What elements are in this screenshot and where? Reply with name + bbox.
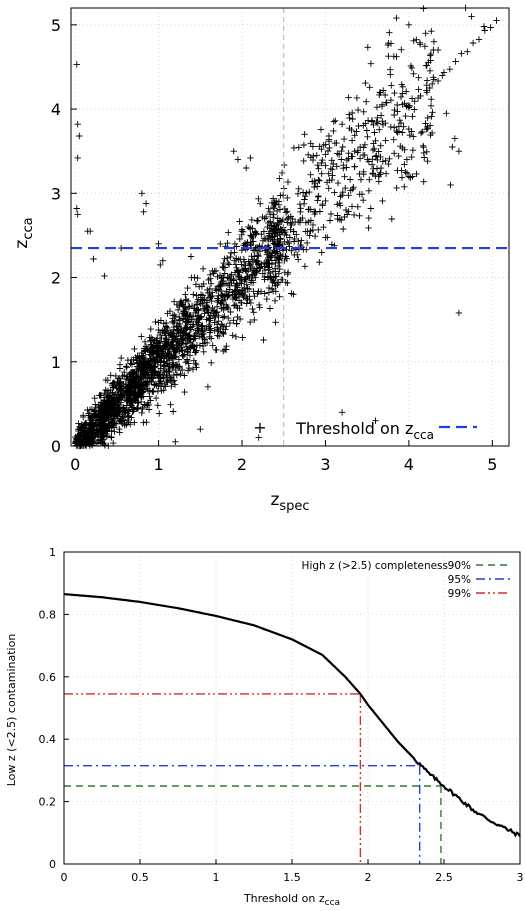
x-tick-label: 1.5 bbox=[283, 871, 301, 884]
y-tick-label: 0.8 bbox=[39, 608, 57, 621]
scatter-legend-marker: + bbox=[253, 418, 266, 437]
scatter-legend-label-sub: cca bbox=[413, 428, 434, 442]
contamination-legend: High z (>2.5) completeness 90% 95% 99% bbox=[302, 560, 510, 600]
y-tick-label: 1 bbox=[51, 353, 61, 372]
scatter-x-ticks: 0 1 2 3 4 5 bbox=[70, 440, 497, 474]
completeness-lines bbox=[64, 693, 442, 864]
legend-entry-label: 90% bbox=[448, 560, 471, 572]
contamination-x-axis-label-sub: cca bbox=[325, 898, 340, 908]
x-tick-label: 0 bbox=[70, 455, 80, 474]
scatter-axes-frame bbox=[70, 7, 510, 447]
contamination-plot: 0 0.5 1 1.5 2 2.5 3 0 0.2 0.4 0.6 0.8 1 Threshold o… bbox=[5, 546, 524, 908]
x-tick-label: 5 bbox=[487, 455, 497, 474]
legend-title: High z (>2.5) completeness bbox=[302, 560, 448, 572]
contamination-x-axis-label: Threshold on zcca bbox=[243, 892, 340, 908]
y-tick-label: 2 bbox=[51, 269, 61, 288]
y-tick-label: 4 bbox=[51, 100, 61, 119]
x-tick-label: 0 bbox=[61, 871, 68, 884]
x-tick-label: 4 bbox=[404, 455, 414, 474]
scatter-legend-label-main: Threshold on z bbox=[295, 419, 413, 438]
x-tick-label: 1 bbox=[154, 455, 164, 474]
y-tick-label: 0.2 bbox=[39, 796, 57, 809]
y-tick-label: 0.6 bbox=[39, 671, 57, 684]
contamination-y-axis-label: Low z (<2.5) contamination bbox=[5, 634, 18, 787]
y-tick-label: 3 bbox=[51, 184, 61, 203]
scatter-y-ticks: 0 1 2 3 4 5 bbox=[51, 16, 77, 456]
legend-entry-label: 95% bbox=[448, 574, 471, 586]
y-tick-label: 0 bbox=[51, 437, 61, 456]
scatter-x-axis-label-main: z bbox=[270, 490, 279, 510]
x-tick-label: 2 bbox=[365, 871, 372, 884]
y-tick-label: 0 bbox=[49, 858, 56, 871]
y-tick-label: 0.4 bbox=[39, 733, 57, 746]
contamination-curve bbox=[63, 593, 521, 838]
scatter-markers bbox=[72, 4, 500, 450]
y-tick-label: 5 bbox=[51, 16, 61, 35]
contamination-x-ticks: 0 0.5 1 1.5 2 2.5 3 bbox=[61, 859, 524, 884]
x-tick-label: 1 bbox=[213, 871, 220, 884]
scatter-x-axis-label: zspec bbox=[270, 490, 309, 514]
contamination-x-axis-label-main: Threshold on z bbox=[243, 892, 325, 905]
scatter-legend-label: Threshold on zcca bbox=[295, 419, 434, 442]
scatter-y-axis-label: zcca bbox=[12, 217, 36, 248]
x-tick-label: 0.5 bbox=[131, 871, 149, 884]
x-tick-label: 2.5 bbox=[435, 871, 453, 884]
x-tick-label: 2 bbox=[237, 455, 247, 474]
scatter-legend: + Threshold on zcca bbox=[253, 418, 477, 442]
scatter-y-axis-label-sub: cca bbox=[21, 217, 36, 239]
scatter-y-axis-label-main: z bbox=[12, 240, 32, 249]
x-tick-label: 3 bbox=[517, 871, 524, 884]
contamination-y-ticks: 0 0.2 0.4 0.6 0.8 1 bbox=[39, 546, 69, 871]
x-tick-label: 3 bbox=[320, 455, 330, 474]
y-tick-label: 1 bbox=[49, 546, 56, 559]
scatter-points bbox=[72, 4, 500, 450]
legend-entry-label: 99% bbox=[448, 588, 471, 600]
scatter-x-axis-label-sub: spec bbox=[279, 499, 309, 514]
